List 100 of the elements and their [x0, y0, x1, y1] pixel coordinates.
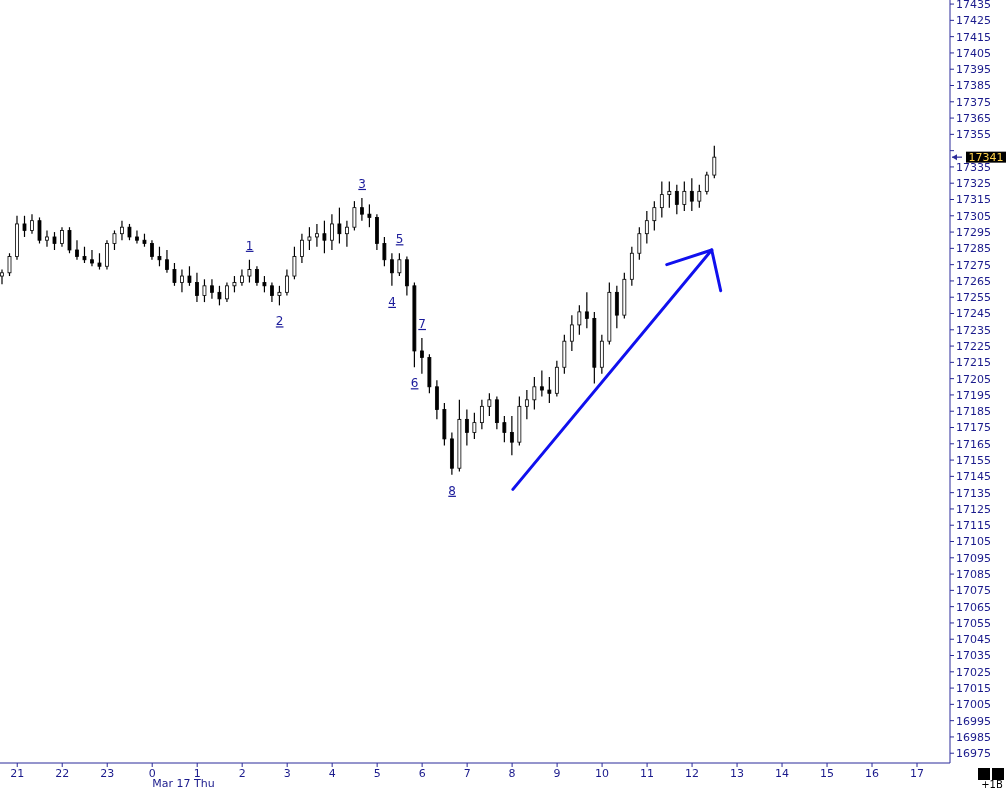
candlestick: [180, 268, 184, 293]
candlestick: [322, 220, 327, 254]
x-tick-label: 2: [238, 766, 246, 780]
x-tick-label: 13: [730, 766, 745, 780]
candlestick: [217, 285, 222, 306]
x-tick-label: 15: [820, 766, 835, 780]
candlestick: [210, 278, 214, 300]
x-tick-label: 4: [328, 766, 336, 780]
y-tick-label: 17295: [956, 225, 991, 239]
annotation: 1: [245, 238, 254, 253]
candlestick: [712, 145, 717, 179]
candlestick: [292, 246, 297, 280]
x-tick-label: 23: [100, 766, 115, 780]
y-tick-label: 17075: [956, 584, 991, 598]
candlestick: [337, 207, 342, 245]
y-tick-label: 16975: [956, 747, 991, 761]
x-tick-label: 9: [553, 766, 561, 780]
text: Mar 17 Thu: [152, 777, 215, 790]
candlestick: [472, 412, 477, 440]
y-tick-label: 17365: [956, 111, 991, 125]
y-tick-label: 17225: [956, 339, 991, 353]
candlestick: [697, 184, 702, 209]
candlestick: [682, 180, 687, 212]
candlestick: [187, 265, 192, 287]
y-tick-label: 17355: [956, 128, 991, 142]
y-tick-label: 17125: [956, 502, 991, 516]
candlestick: [434, 379, 439, 420]
y-tick-label: 17005: [956, 698, 991, 712]
candlestick: [644, 210, 649, 245]
candlestick: [674, 184, 679, 215]
x-tick-label: 3: [283, 766, 291, 780]
candlestick: [165, 249, 169, 274]
y-tick-label: 17175: [956, 421, 991, 435]
y-tick-label: 17035: [956, 649, 991, 663]
candlestick: [524, 389, 529, 420]
text: +1B: [981, 779, 1003, 790]
x-tick-label: 11: [640, 766, 655, 780]
y-tick-label: 17405: [956, 46, 991, 60]
candlestick: [494, 395, 499, 430]
candlestick: [285, 268, 289, 297]
candlestick: [532, 376, 537, 411]
y-tick-label: 17215: [956, 356, 991, 370]
annotation: 7: [418, 316, 426, 331]
annotation: 3: [358, 176, 366, 191]
candlestick: [300, 233, 304, 264]
x-tick-label: 8: [508, 766, 516, 780]
candlestick: [509, 415, 514, 456]
y-tick-label: 17205: [956, 372, 991, 386]
y-tick-label: 17255: [956, 291, 991, 305]
x-tick-label: 21: [10, 766, 25, 780]
y-tick-label: 17425: [956, 14, 991, 28]
y-tick-label: 17245: [956, 307, 991, 321]
x-tick-label: 17: [910, 766, 925, 780]
candlestick: [487, 392, 492, 417]
y-tick-label: 17385: [956, 79, 991, 93]
y-tick-label: 17395: [956, 63, 991, 77]
candlestick: [90, 249, 94, 267]
x-tick-label: 22: [55, 766, 70, 780]
y-tick-label: 17375: [956, 95, 991, 109]
candlestick: [112, 229, 117, 251]
candlestick: [255, 265, 259, 287]
candlestick: [172, 262, 177, 287]
y-tick-label: 17045: [956, 633, 991, 647]
candlestick: [419, 337, 424, 375]
candlestick: [689, 177, 694, 212]
candlestick: [315, 223, 319, 248]
y-tick-label: 17275: [956, 258, 991, 272]
y-tick-label: 17085: [956, 567, 991, 581]
candlestick: [659, 180, 664, 219]
candlestick: [345, 220, 349, 248]
candlestick: [614, 285, 619, 329]
candlestick: [547, 376, 552, 404]
candlestick: [45, 229, 49, 248]
y-tick-label: 17185: [956, 405, 991, 419]
candlestick: [704, 171, 709, 196]
x-tick-label: 6: [418, 766, 426, 780]
candlestick: [37, 216, 42, 245]
candlestick: [667, 180, 672, 209]
candlestick: [390, 252, 394, 287]
candlestick: [360, 197, 364, 222]
x-tick-label: 14: [775, 766, 790, 780]
candlestick: [247, 259, 252, 284]
y-tick-label: 17415: [956, 30, 991, 44]
candlestick: [195, 272, 199, 303]
y-tick-label: 17195: [956, 388, 991, 402]
y-tick-label: 16995: [956, 714, 991, 728]
candlestick: [464, 408, 469, 447]
candlestick: [150, 239, 154, 261]
annotation: 6: [410, 376, 419, 391]
y-tick-label: 17095: [956, 551, 991, 565]
candlestick: [397, 252, 402, 277]
candlestick: [577, 304, 582, 336]
y-tick-label: 17025: [956, 665, 991, 679]
candlestick: [7, 252, 12, 277]
candlestick: [382, 236, 387, 267]
y-tick-label: 17315: [956, 193, 991, 207]
y-tick-label: 17285: [956, 242, 991, 256]
candlestick: [120, 220, 124, 241]
y-tick-label: 17155: [956, 453, 991, 467]
candlestick: [135, 229, 139, 245]
